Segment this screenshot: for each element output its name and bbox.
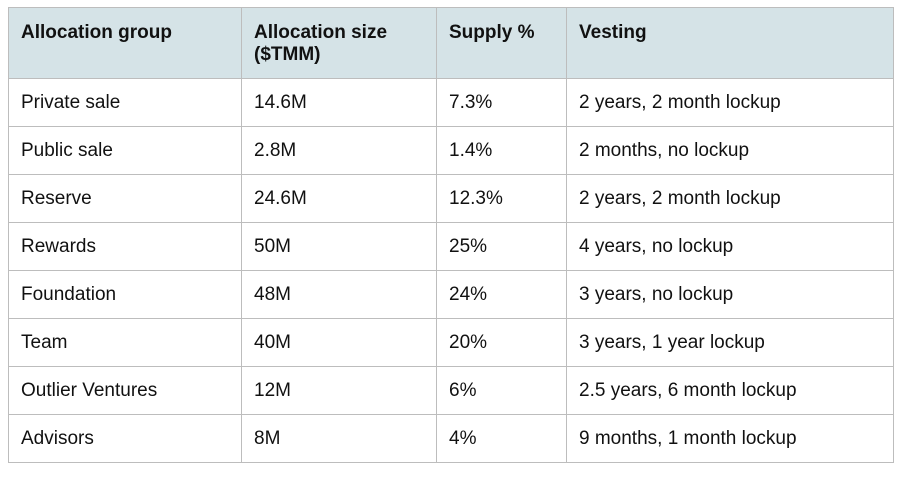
header-allocation-size: Allocation size ($TMM) [241, 7, 437, 79]
allocation-table: Allocation group Allocation size ($TMM) … [8, 7, 894, 463]
cell-allocation-size: 48M [241, 270, 437, 319]
cell-allocation-group: Public sale [8, 126, 242, 175]
table-row: Team 40M 20% 3 years, 1 year lockup [8, 318, 894, 367]
table-row: Foundation 48M 24% 3 years, no lockup [8, 270, 894, 319]
cell-supply-percent: 6% [436, 366, 567, 415]
header-allocation-size-line1: Allocation size [254, 22, 388, 43]
cell-allocation-size: 14.6M [241, 78, 437, 127]
table-row: Private sale 14.6M 7.3% 2 years, 2 month lo… [8, 78, 894, 127]
cell-allocation-group: Reserve [8, 174, 242, 223]
table-row: Public sale 2.8M 1.4% 2 months, no lockup [8, 126, 894, 175]
cell-supply-percent: 7.3% [436, 78, 567, 127]
header-supply-percent: Supply % [436, 7, 567, 79]
cell-allocation-size: 24.6M [241, 174, 437, 223]
header-vesting: Vesting [566, 7, 894, 79]
table-row: Advisors 8M 4% 9 months, 1 month lockup [8, 414, 894, 463]
cell-allocation-size: 50M [241, 222, 437, 271]
cell-vesting: 2 months, no lockup [566, 126, 894, 175]
cell-vesting: 3 years, no lockup [566, 270, 894, 319]
cell-supply-percent: 1.4% [436, 126, 567, 175]
cell-vesting: 9 months, 1 month lockup [566, 414, 894, 463]
cell-allocation-group: Outlier Ventures [8, 366, 242, 415]
cell-vesting: 2 years, 2 month lockup [566, 78, 894, 127]
cell-vesting: 4 years, no lockup [566, 222, 894, 271]
cell-vesting: 2 years, 2 month lockup [566, 174, 894, 223]
cell-allocation-size: 8M [241, 414, 437, 463]
header-allocation-group: Allocation group [8, 7, 242, 79]
cell-allocation-size: 40M [241, 318, 437, 367]
cell-allocation-size: 12M [241, 366, 437, 415]
cell-vesting: 3 years, 1 year lockup [566, 318, 894, 367]
cell-allocation-group: Rewards [8, 222, 242, 271]
cell-supply-percent: 25% [436, 222, 567, 271]
table-row: Rewards 50M 25% 4 years, no lockup [8, 222, 894, 271]
header-allocation-size-line2: ($TMM) [254, 44, 321, 65]
table-header: Allocation group Allocation size ($TMM) … [8, 7, 894, 79]
table-row: Outlier Ventures 12M 6% 2.5 years, 6 month … [8, 366, 894, 415]
table-body: Private sale 14.6M 7.3% 2 years, 2 month lo… [8, 78, 894, 463]
cell-vesting: 2.5 years, 6 month lockup [566, 366, 894, 415]
cell-allocation-group: Foundation [8, 270, 242, 319]
table-row: Reserve 24.6M 12.3% 2 years, 2 month lockup [8, 174, 894, 223]
cell-allocation-group: Private sale [8, 78, 242, 127]
cell-supply-percent: 24% [436, 270, 567, 319]
cell-supply-percent: 20% [436, 318, 567, 367]
cell-allocation-group: Advisors [8, 414, 242, 463]
cell-supply-percent: 12.3% [436, 174, 567, 223]
header-row: Allocation group Allocation size ($TMM) … [8, 7, 894, 79]
cell-supply-percent: 4% [436, 414, 567, 463]
cell-allocation-group: Team [8, 318, 242, 367]
cell-allocation-size: 2.8M [241, 126, 437, 175]
